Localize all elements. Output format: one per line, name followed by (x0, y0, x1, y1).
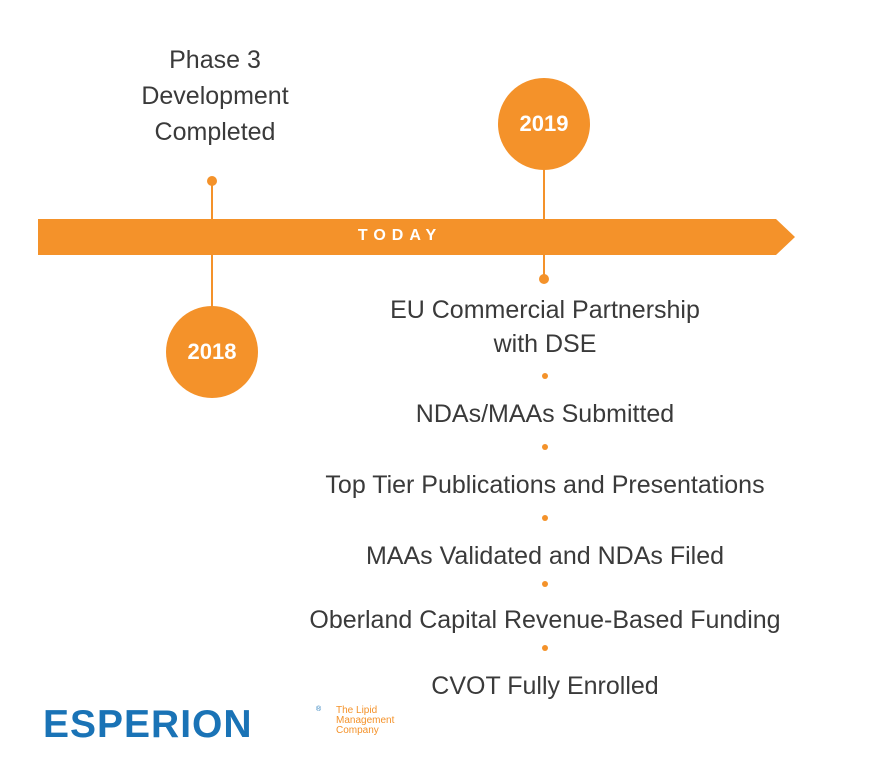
year-label-2018: 2018 (187, 339, 237, 364)
timeline-arrow (38, 219, 795, 255)
milestone-phase3: Phase 3 Development Completed (141, 46, 289, 146)
connector-2019-top (543, 168, 545, 221)
milestone-ndas-submitted: NDAs/MAAs Submitted (415, 400, 675, 428)
milestone-oberland-funding: Oberland Capital Revenue-Based Funding (309, 606, 781, 634)
year-circle-2018: 2018 (166, 306, 258, 398)
year-circle-2019: 2019 (498, 78, 590, 170)
connector-phase3 (211, 181, 213, 221)
separator-dot (542, 581, 548, 587)
logo-tagline-line2: Management (336, 715, 395, 726)
connector-2018 (211, 255, 213, 307)
registered-mark: ® (316, 706, 322, 713)
logo-tagline: The Lipid Management Company (336, 706, 436, 736)
milestone-publications: Top Tier Publications and Presentations (325, 471, 765, 499)
esperion-logo: ESPERION (43, 703, 253, 746)
year-label-2019: 2019 (519, 111, 569, 136)
separator-dot (542, 444, 548, 450)
separator-dot (542, 373, 548, 379)
logo-tagline-line1: The Lipid (336, 705, 378, 716)
logo-tagline-line3: Company (336, 725, 379, 736)
connector-2019-bottom (543, 255, 545, 277)
today-label: TODAY (357, 227, 443, 244)
milestone-cvot-enrolled: CVOT Fully Enrolled (431, 672, 659, 700)
separator-dot (542, 515, 548, 521)
milestone-2019-dot (539, 274, 549, 284)
separator-dot (542, 645, 548, 651)
milestone-eu-partnership: EU Commercial Partnership with DSE (390, 296, 700, 358)
milestone-maas-validated: MAAs Validated and NDAs Filed (365, 542, 725, 570)
